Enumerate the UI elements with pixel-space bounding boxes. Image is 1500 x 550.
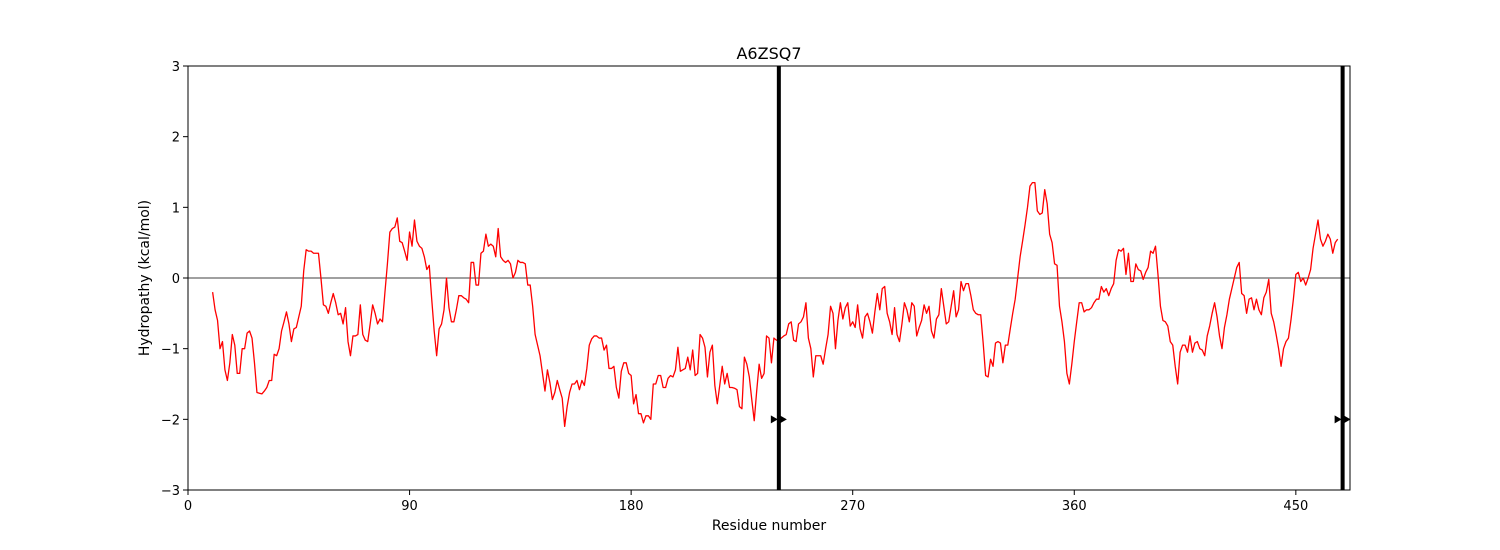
y-tick-label: 2 [172,131,180,146]
x-tick-label: 270 [840,499,865,514]
boundary-arrow-left-1 [1334,415,1342,424]
boundary-arrow-right-0 [779,415,787,424]
plot-area: 0 90 180 270 360 450 −3 −2 −1 0 1 2 3 [161,60,1351,514]
y-tick-label: −1 [161,343,180,358]
y-tick-label: 3 [172,60,180,75]
y-tick-label: −3 [161,484,180,499]
x-axis-label: Residue number [712,518,827,534]
x-tick-label: 450 [1283,499,1308,514]
y-tick-label: −2 [161,413,180,428]
x-tick-label: 360 [1062,499,1087,514]
x-tick-label: 0 [184,499,192,514]
y-axis-label: Hydropathy (kcal/mol) [137,200,153,356]
y-tick-label: 0 [172,272,180,287]
chart-title: A6ZSQ7 [736,44,801,63]
boundary-arrow-right-1 [1343,415,1351,424]
x-tick-label: 180 [619,499,644,514]
boundary-arrow-left-0 [770,415,778,424]
hydropathy-series-line-0 [211,181,1339,428]
y-tick-label: 1 [172,201,180,216]
x-tick-label: 90 [401,499,418,514]
